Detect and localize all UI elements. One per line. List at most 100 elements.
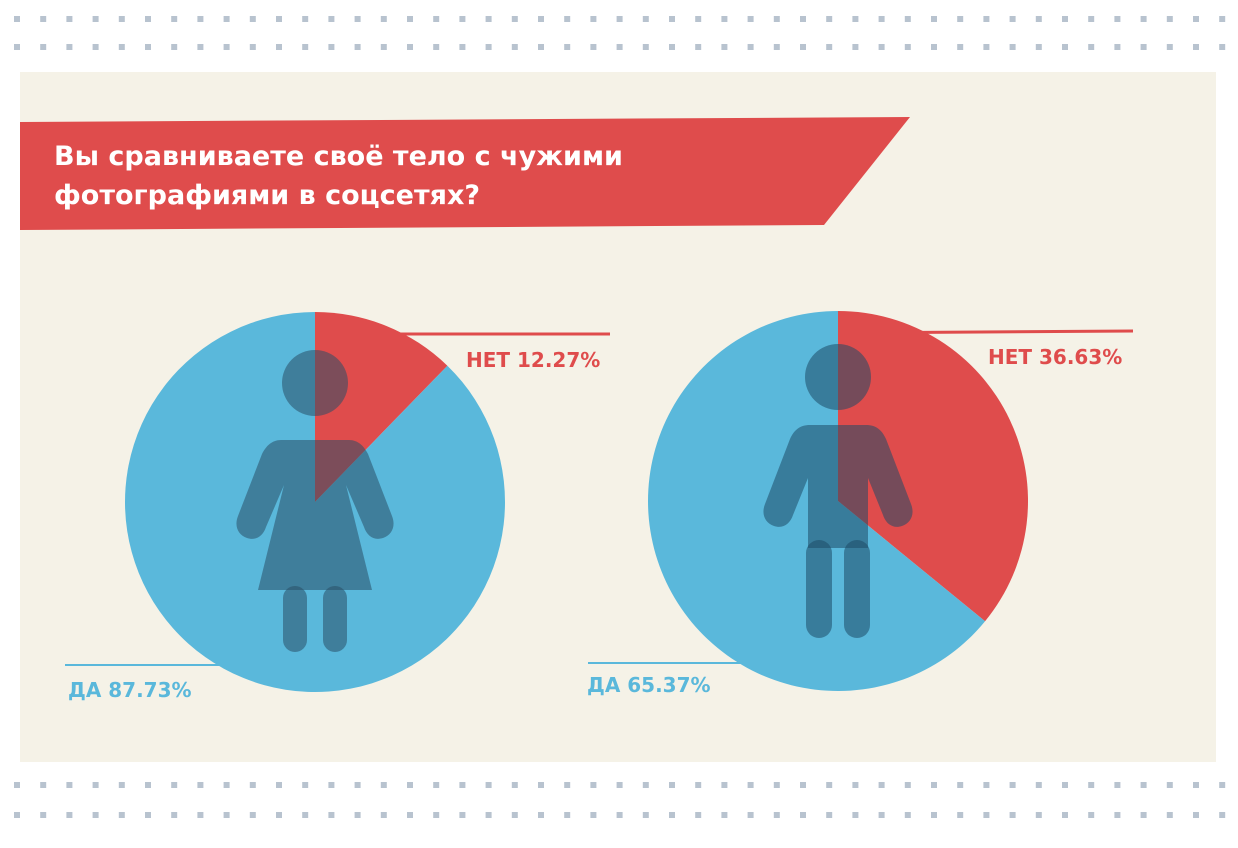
dot <box>931 44 937 50</box>
dots-row-top-2 <box>14 44 1226 50</box>
dot <box>171 16 178 22</box>
dot <box>1193 16 1199 22</box>
dot <box>407 812 413 818</box>
dot <box>1035 16 1042 22</box>
dot <box>40 16 47 22</box>
dot <box>276 782 282 788</box>
dot <box>721 812 728 818</box>
dot <box>773 44 780 50</box>
dot <box>1114 44 1121 50</box>
dot <box>800 812 806 818</box>
dot <box>1062 782 1068 788</box>
dot <box>564 812 571 818</box>
dot <box>92 44 99 50</box>
dot <box>1219 44 1226 50</box>
dot <box>118 782 125 788</box>
dot <box>1140 782 1147 788</box>
dot <box>380 44 387 50</box>
dot <box>1166 16 1173 22</box>
dot <box>40 782 47 788</box>
dot <box>92 16 99 22</box>
dot <box>197 782 204 788</box>
dot <box>616 16 623 22</box>
dot <box>328 782 335 788</box>
dot <box>747 16 754 22</box>
dot <box>1009 812 1016 818</box>
dot <box>800 44 806 50</box>
dot <box>695 44 702 50</box>
dot <box>721 16 728 22</box>
dot <box>485 782 492 788</box>
dot <box>538 812 544 818</box>
dot <box>1035 44 1042 50</box>
dot <box>642 812 649 818</box>
dot <box>931 812 937 818</box>
dot <box>380 812 387 818</box>
dot <box>354 782 361 788</box>
dot <box>826 16 833 22</box>
dots-row-bottom-1 <box>14 782 1226 788</box>
dot <box>695 812 702 818</box>
dot <box>1219 782 1226 788</box>
dot <box>328 44 335 50</box>
dot <box>1140 812 1147 818</box>
dot <box>747 782 754 788</box>
dot <box>171 44 178 50</box>
pie-women-yes-label: ДА 87.73% <box>68 678 192 702</box>
dot <box>92 782 99 788</box>
dot <box>747 44 754 50</box>
title-line-2: фотографиями в соцсетях? <box>54 180 481 211</box>
dot <box>249 812 256 818</box>
dot <box>459 16 466 22</box>
dot <box>957 812 964 818</box>
dot <box>564 16 571 22</box>
dot <box>485 16 492 22</box>
dot <box>1035 812 1042 818</box>
dot <box>407 782 413 788</box>
dot <box>511 782 518 788</box>
dot <box>904 16 911 22</box>
dot <box>118 16 125 22</box>
dot <box>40 812 47 818</box>
dot <box>145 812 151 818</box>
dot <box>1193 812 1199 818</box>
dot <box>957 16 964 22</box>
dot <box>276 16 282 22</box>
dot <box>590 44 597 50</box>
dot <box>145 16 151 22</box>
dot <box>354 44 361 50</box>
dot <box>1062 812 1068 818</box>
dot <box>66 812 73 818</box>
dot <box>564 44 571 50</box>
dot <box>459 44 466 50</box>
dot <box>904 782 911 788</box>
dot <box>983 782 990 788</box>
dot <box>1193 782 1199 788</box>
dot <box>14 16 20 22</box>
dot <box>878 812 885 818</box>
dot <box>721 44 728 50</box>
pie-chart-men: НЕТ 36.63% ДА 65.37% <box>587 311 1134 697</box>
dot <box>459 782 466 788</box>
dot <box>302 782 309 788</box>
dot <box>118 812 125 818</box>
dot <box>249 782 256 788</box>
dot <box>695 782 702 788</box>
dot <box>878 44 885 50</box>
dot <box>852 782 859 788</box>
dot <box>249 44 256 50</box>
dot <box>1166 812 1173 818</box>
dot <box>328 16 335 22</box>
dot <box>1088 782 1095 788</box>
dot <box>92 812 99 818</box>
dot <box>1114 812 1121 818</box>
dot <box>433 16 440 22</box>
dot <box>538 782 544 788</box>
title-banner <box>20 117 910 230</box>
dot <box>1166 44 1173 50</box>
dot <box>642 782 649 788</box>
dot <box>669 44 675 50</box>
dot <box>433 44 440 50</box>
dot <box>773 812 780 818</box>
dot <box>773 782 780 788</box>
